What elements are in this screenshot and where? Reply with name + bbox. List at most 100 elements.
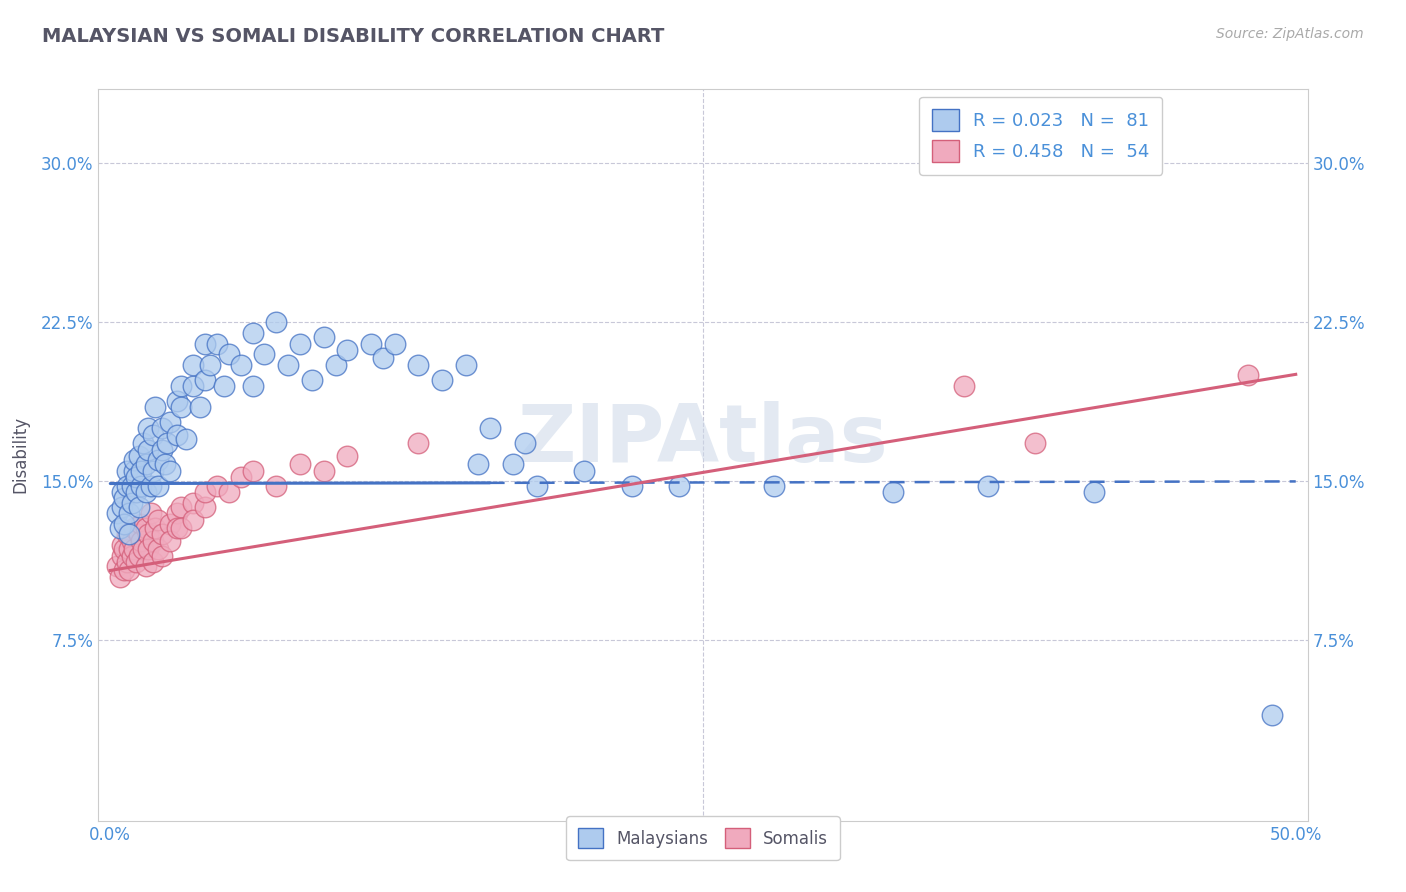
Point xyxy=(139,478,162,492)
Point xyxy=(136,442,159,457)
Point xyxy=(122,464,145,478)
Y-axis label: Disability: Disability xyxy=(11,417,30,493)
Point xyxy=(121,533,143,548)
Point xyxy=(135,521,157,535)
Point xyxy=(288,336,311,351)
Point xyxy=(1237,368,1260,383)
Point xyxy=(159,533,181,548)
Point xyxy=(114,564,136,578)
Point xyxy=(432,373,454,387)
Point xyxy=(181,379,204,393)
Point xyxy=(108,570,131,584)
Point xyxy=(325,358,347,372)
Text: MALAYSIAN VS SOMALI DISABILITY CORRELATION CHART: MALAYSIAN VS SOMALI DISABILITY CORRELATI… xyxy=(42,27,665,45)
Point xyxy=(668,478,690,492)
Point xyxy=(253,347,276,361)
Point xyxy=(114,491,136,506)
Legend: Malaysians, Somalis: Malaysians, Somalis xyxy=(567,816,839,860)
Point xyxy=(502,458,524,472)
Point xyxy=(135,458,157,472)
Point xyxy=(1083,485,1105,500)
Point xyxy=(515,436,537,450)
Point xyxy=(105,559,128,574)
Point xyxy=(153,458,176,472)
Point xyxy=(763,478,786,492)
Point xyxy=(128,500,150,514)
Point xyxy=(218,347,240,361)
Point xyxy=(242,379,264,393)
Point xyxy=(142,555,165,569)
Point xyxy=(156,436,179,450)
Point xyxy=(194,373,217,387)
Point xyxy=(118,506,141,520)
Point xyxy=(125,470,148,484)
Point xyxy=(139,506,162,520)
Point xyxy=(408,436,430,450)
Point xyxy=(129,533,152,548)
Point xyxy=(194,500,217,514)
Point xyxy=(121,495,143,509)
Point xyxy=(205,478,228,492)
Point xyxy=(952,379,974,393)
Point xyxy=(229,470,252,484)
Point xyxy=(118,564,141,578)
Point xyxy=(115,555,138,569)
Point xyxy=(111,485,134,500)
Point xyxy=(976,478,998,492)
Point xyxy=(129,464,152,478)
Point xyxy=(115,464,138,478)
Point xyxy=(384,336,406,351)
Point xyxy=(467,458,489,472)
Text: Source: ZipAtlas.com: Source: ZipAtlas.com xyxy=(1216,27,1364,41)
Point xyxy=(152,549,174,563)
Point xyxy=(136,527,159,541)
Point xyxy=(166,393,188,408)
Point xyxy=(242,326,264,340)
Point xyxy=(143,521,166,535)
Point xyxy=(205,336,228,351)
Point xyxy=(146,453,169,467)
Point xyxy=(132,542,155,557)
Point xyxy=(142,427,165,442)
Point xyxy=(115,478,138,492)
Point xyxy=(277,358,299,372)
Point xyxy=(174,432,197,446)
Point xyxy=(882,485,904,500)
Point xyxy=(136,421,159,435)
Point xyxy=(128,527,150,541)
Point xyxy=(111,549,134,563)
Point xyxy=(111,500,134,514)
Point xyxy=(166,521,188,535)
Point xyxy=(301,373,323,387)
Point xyxy=(360,336,382,351)
Point xyxy=(181,495,204,509)
Point xyxy=(111,538,134,552)
Point xyxy=(121,549,143,563)
Point xyxy=(159,464,181,478)
Point xyxy=(194,336,217,351)
Point xyxy=(146,478,169,492)
Point xyxy=(159,516,181,531)
Point xyxy=(218,485,240,500)
Point xyxy=(128,449,150,463)
Point xyxy=(132,436,155,450)
Point xyxy=(194,485,217,500)
Point xyxy=(129,516,152,531)
Point xyxy=(114,516,136,531)
Point xyxy=(105,506,128,520)
Point xyxy=(122,542,145,557)
Point xyxy=(128,549,150,563)
Point xyxy=(135,485,157,500)
Point xyxy=(1024,436,1046,450)
Point xyxy=(129,478,152,492)
Point xyxy=(264,315,287,329)
Point xyxy=(198,358,221,372)
Point xyxy=(454,358,477,372)
Point xyxy=(212,379,235,393)
Point xyxy=(136,542,159,557)
Point xyxy=(122,453,145,467)
Point xyxy=(170,500,193,514)
Point xyxy=(115,527,138,541)
Point xyxy=(114,542,136,557)
Point xyxy=(408,358,430,372)
